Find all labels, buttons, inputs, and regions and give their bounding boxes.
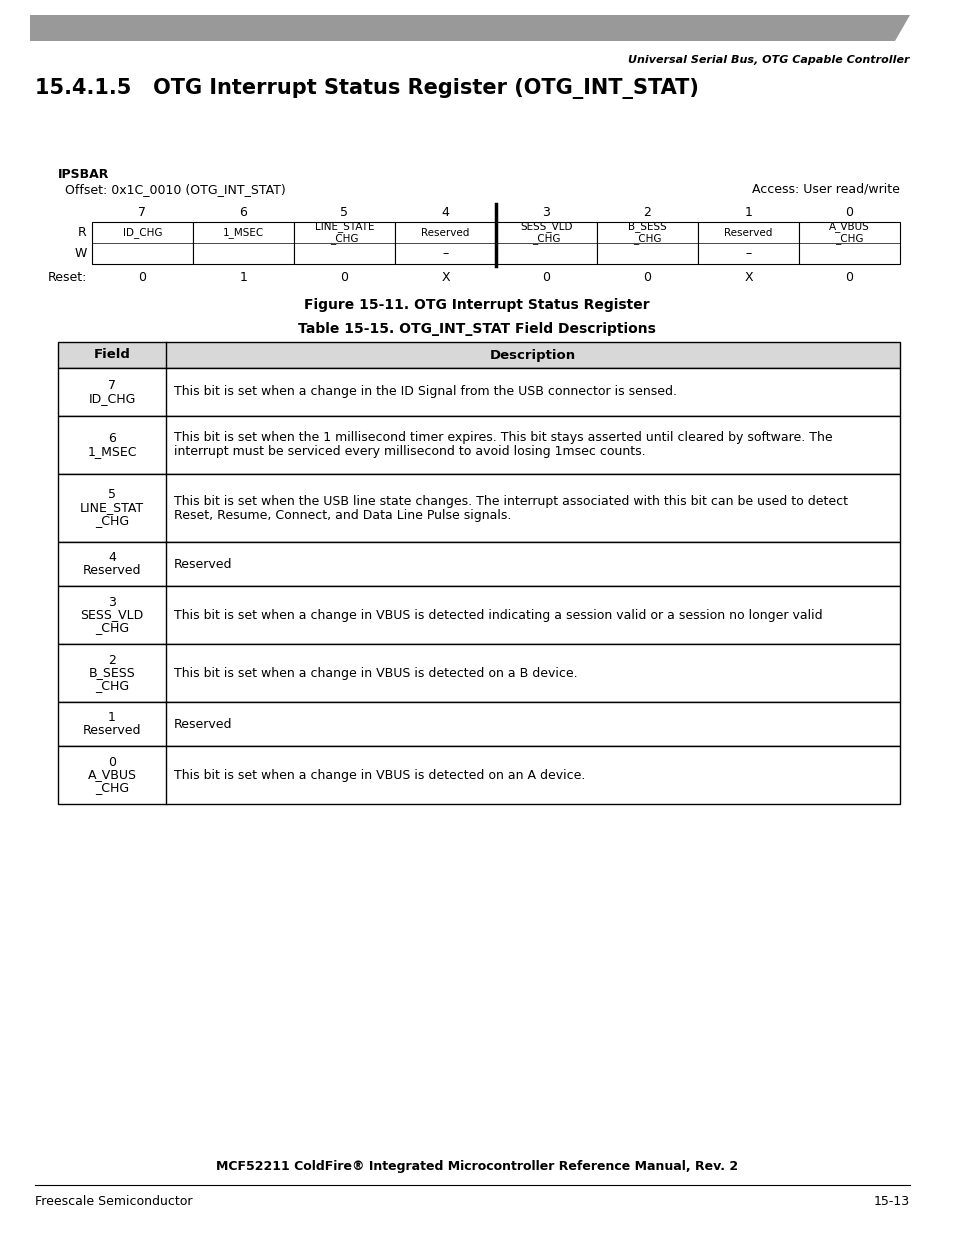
Text: 7: 7	[138, 206, 147, 219]
Text: 6: 6	[108, 432, 116, 445]
Text: 0: 0	[643, 270, 651, 284]
Text: _CHG: _CHG	[95, 679, 129, 693]
Text: Table 15-15. OTG_INT_STAT Field Descriptions: Table 15-15. OTG_INT_STAT Field Descript…	[297, 322, 656, 336]
Text: SESS_VLD: SESS_VLD	[80, 609, 144, 621]
Text: X: X	[743, 270, 752, 284]
Text: Freescale Semiconductor: Freescale Semiconductor	[35, 1195, 193, 1208]
Bar	[698, 222, 799, 264]
Text: Reserved: Reserved	[83, 564, 141, 577]
Text: Reserved: Reserved	[173, 557, 233, 571]
Bar	[58, 746, 899, 804]
Text: X: X	[440, 270, 450, 284]
Text: 4: 4	[108, 551, 116, 564]
Text: –: –	[744, 247, 751, 261]
Bar	[395, 222, 496, 264]
Text: _CHG: _CHG	[95, 782, 129, 794]
Text: _CHG: _CHG	[95, 515, 129, 527]
Text: Access: User read/write: Access: User read/write	[751, 183, 899, 196]
Text: IPSBAR: IPSBAR	[58, 168, 110, 182]
Text: Reserved: Reserved	[83, 724, 141, 737]
Bar	[799, 222, 899, 264]
Text: This bit is set when a change in the ID Signal from the USB connector is sensed.: This bit is set when a change in the ID …	[173, 385, 677, 399]
Bar	[58, 701, 899, 746]
Text: ID_CHG: ID_CHG	[123, 227, 162, 238]
Text: 4: 4	[441, 206, 449, 219]
Text: 2: 2	[643, 206, 651, 219]
Text: Figure 15-11. OTG Interrupt Status Register: Figure 15-11. OTG Interrupt Status Regis…	[304, 298, 649, 312]
Text: Offset: 0x1C_0010 (OTG_INT_STAT): Offset: 0x1C_0010 (OTG_INT_STAT)	[65, 183, 286, 196]
Bar	[58, 416, 899, 474]
Text: Description: Description	[490, 348, 576, 362]
Text: 0: 0	[542, 270, 550, 284]
Text: B_SESS
_CHG: B_SESS _CHG	[627, 221, 666, 243]
Text: Reserved: Reserved	[173, 718, 233, 730]
Text: W: W	[74, 247, 87, 261]
Bar	[58, 368, 899, 416]
Bar	[294, 222, 395, 264]
Bar	[193, 222, 294, 264]
Text: This bit is set when a change in VBUS is detected indicating a session valid or : This bit is set when a change in VBUS is…	[173, 609, 821, 621]
Bar	[58, 342, 899, 368]
Text: Field: Field	[93, 348, 131, 362]
Bar	[58, 643, 899, 701]
Text: 7: 7	[108, 379, 116, 391]
Text: 1_MSEC: 1_MSEC	[223, 227, 264, 238]
Text: LINE_STAT: LINE_STAT	[80, 501, 144, 515]
Text: 15-13: 15-13	[873, 1195, 909, 1208]
Text: Universal Serial Bus, OTG Capable Controller: Universal Serial Bus, OTG Capable Contro…	[628, 56, 909, 65]
Text: Reset:: Reset:	[48, 270, 87, 284]
Text: interrupt must be serviced every millisecond to avoid losing 1msec counts.: interrupt must be serviced every millise…	[173, 446, 645, 458]
Text: _CHG: _CHG	[95, 621, 129, 635]
Text: 0: 0	[844, 270, 853, 284]
Text: This bit is set when a change in VBUS is detected on a B device.: This bit is set when a change in VBUS is…	[173, 667, 577, 679]
Bar	[91, 222, 193, 264]
Text: 0: 0	[138, 270, 147, 284]
Bar	[58, 585, 899, 643]
Text: 5: 5	[108, 489, 116, 501]
Text: This bit is set when a change in VBUS is detected on an A device.: This bit is set when a change in VBUS is…	[173, 768, 585, 782]
Text: MCF52211 ColdFire® Integrated Microcontroller Reference Manual, Rev. 2: MCF52211 ColdFire® Integrated Microcontr…	[215, 1160, 738, 1173]
Text: 3: 3	[542, 206, 550, 219]
Text: 5: 5	[340, 206, 348, 219]
Text: –: –	[442, 247, 448, 261]
Text: A_VBUS: A_VBUS	[88, 768, 136, 782]
Text: 15.4.1.5   OTG Interrupt Status Register (OTG_INT_STAT): 15.4.1.5 OTG Interrupt Status Register (…	[35, 78, 699, 99]
Bar	[597, 222, 698, 264]
Bar	[496, 222, 597, 264]
Text: B_SESS: B_SESS	[89, 667, 135, 679]
Text: ID_CHG: ID_CHG	[89, 391, 135, 405]
Text: Reserved: Reserved	[723, 227, 772, 237]
Bar	[30, 15, 884, 41]
Text: 0: 0	[108, 756, 116, 768]
Text: R: R	[78, 226, 87, 240]
Text: 0: 0	[340, 270, 348, 284]
Text: SESS_VLD
_CHG: SESS_VLD _CHG	[519, 221, 572, 243]
Text: 1: 1	[239, 270, 247, 284]
Bar	[58, 542, 899, 585]
Text: This bit is set when the USB line state changes. The interrupt associated with t: This bit is set when the USB line state …	[173, 494, 847, 508]
Text: 3: 3	[108, 595, 116, 609]
Text: LINE_STATE
_CHG: LINE_STATE _CHG	[314, 221, 374, 243]
Text: 1: 1	[108, 711, 116, 724]
Text: This bit is set when the 1 millisecond timer expires. This bit stays asserted un: This bit is set when the 1 millisecond t…	[173, 431, 832, 445]
Text: 1: 1	[743, 206, 752, 219]
Text: Reserved: Reserved	[421, 227, 469, 237]
Text: 1_MSEC: 1_MSEC	[87, 445, 136, 458]
Polygon shape	[869, 15, 909, 41]
Bar	[58, 474, 899, 542]
Text: 6: 6	[239, 206, 247, 219]
Text: 2: 2	[108, 653, 116, 667]
Text: A_VBUS
_CHG: A_VBUS _CHG	[828, 221, 869, 243]
Text: 0: 0	[844, 206, 853, 219]
Text: Reset, Resume, Connect, and Data Line Pulse signals.: Reset, Resume, Connect, and Data Line Pu…	[173, 509, 511, 521]
